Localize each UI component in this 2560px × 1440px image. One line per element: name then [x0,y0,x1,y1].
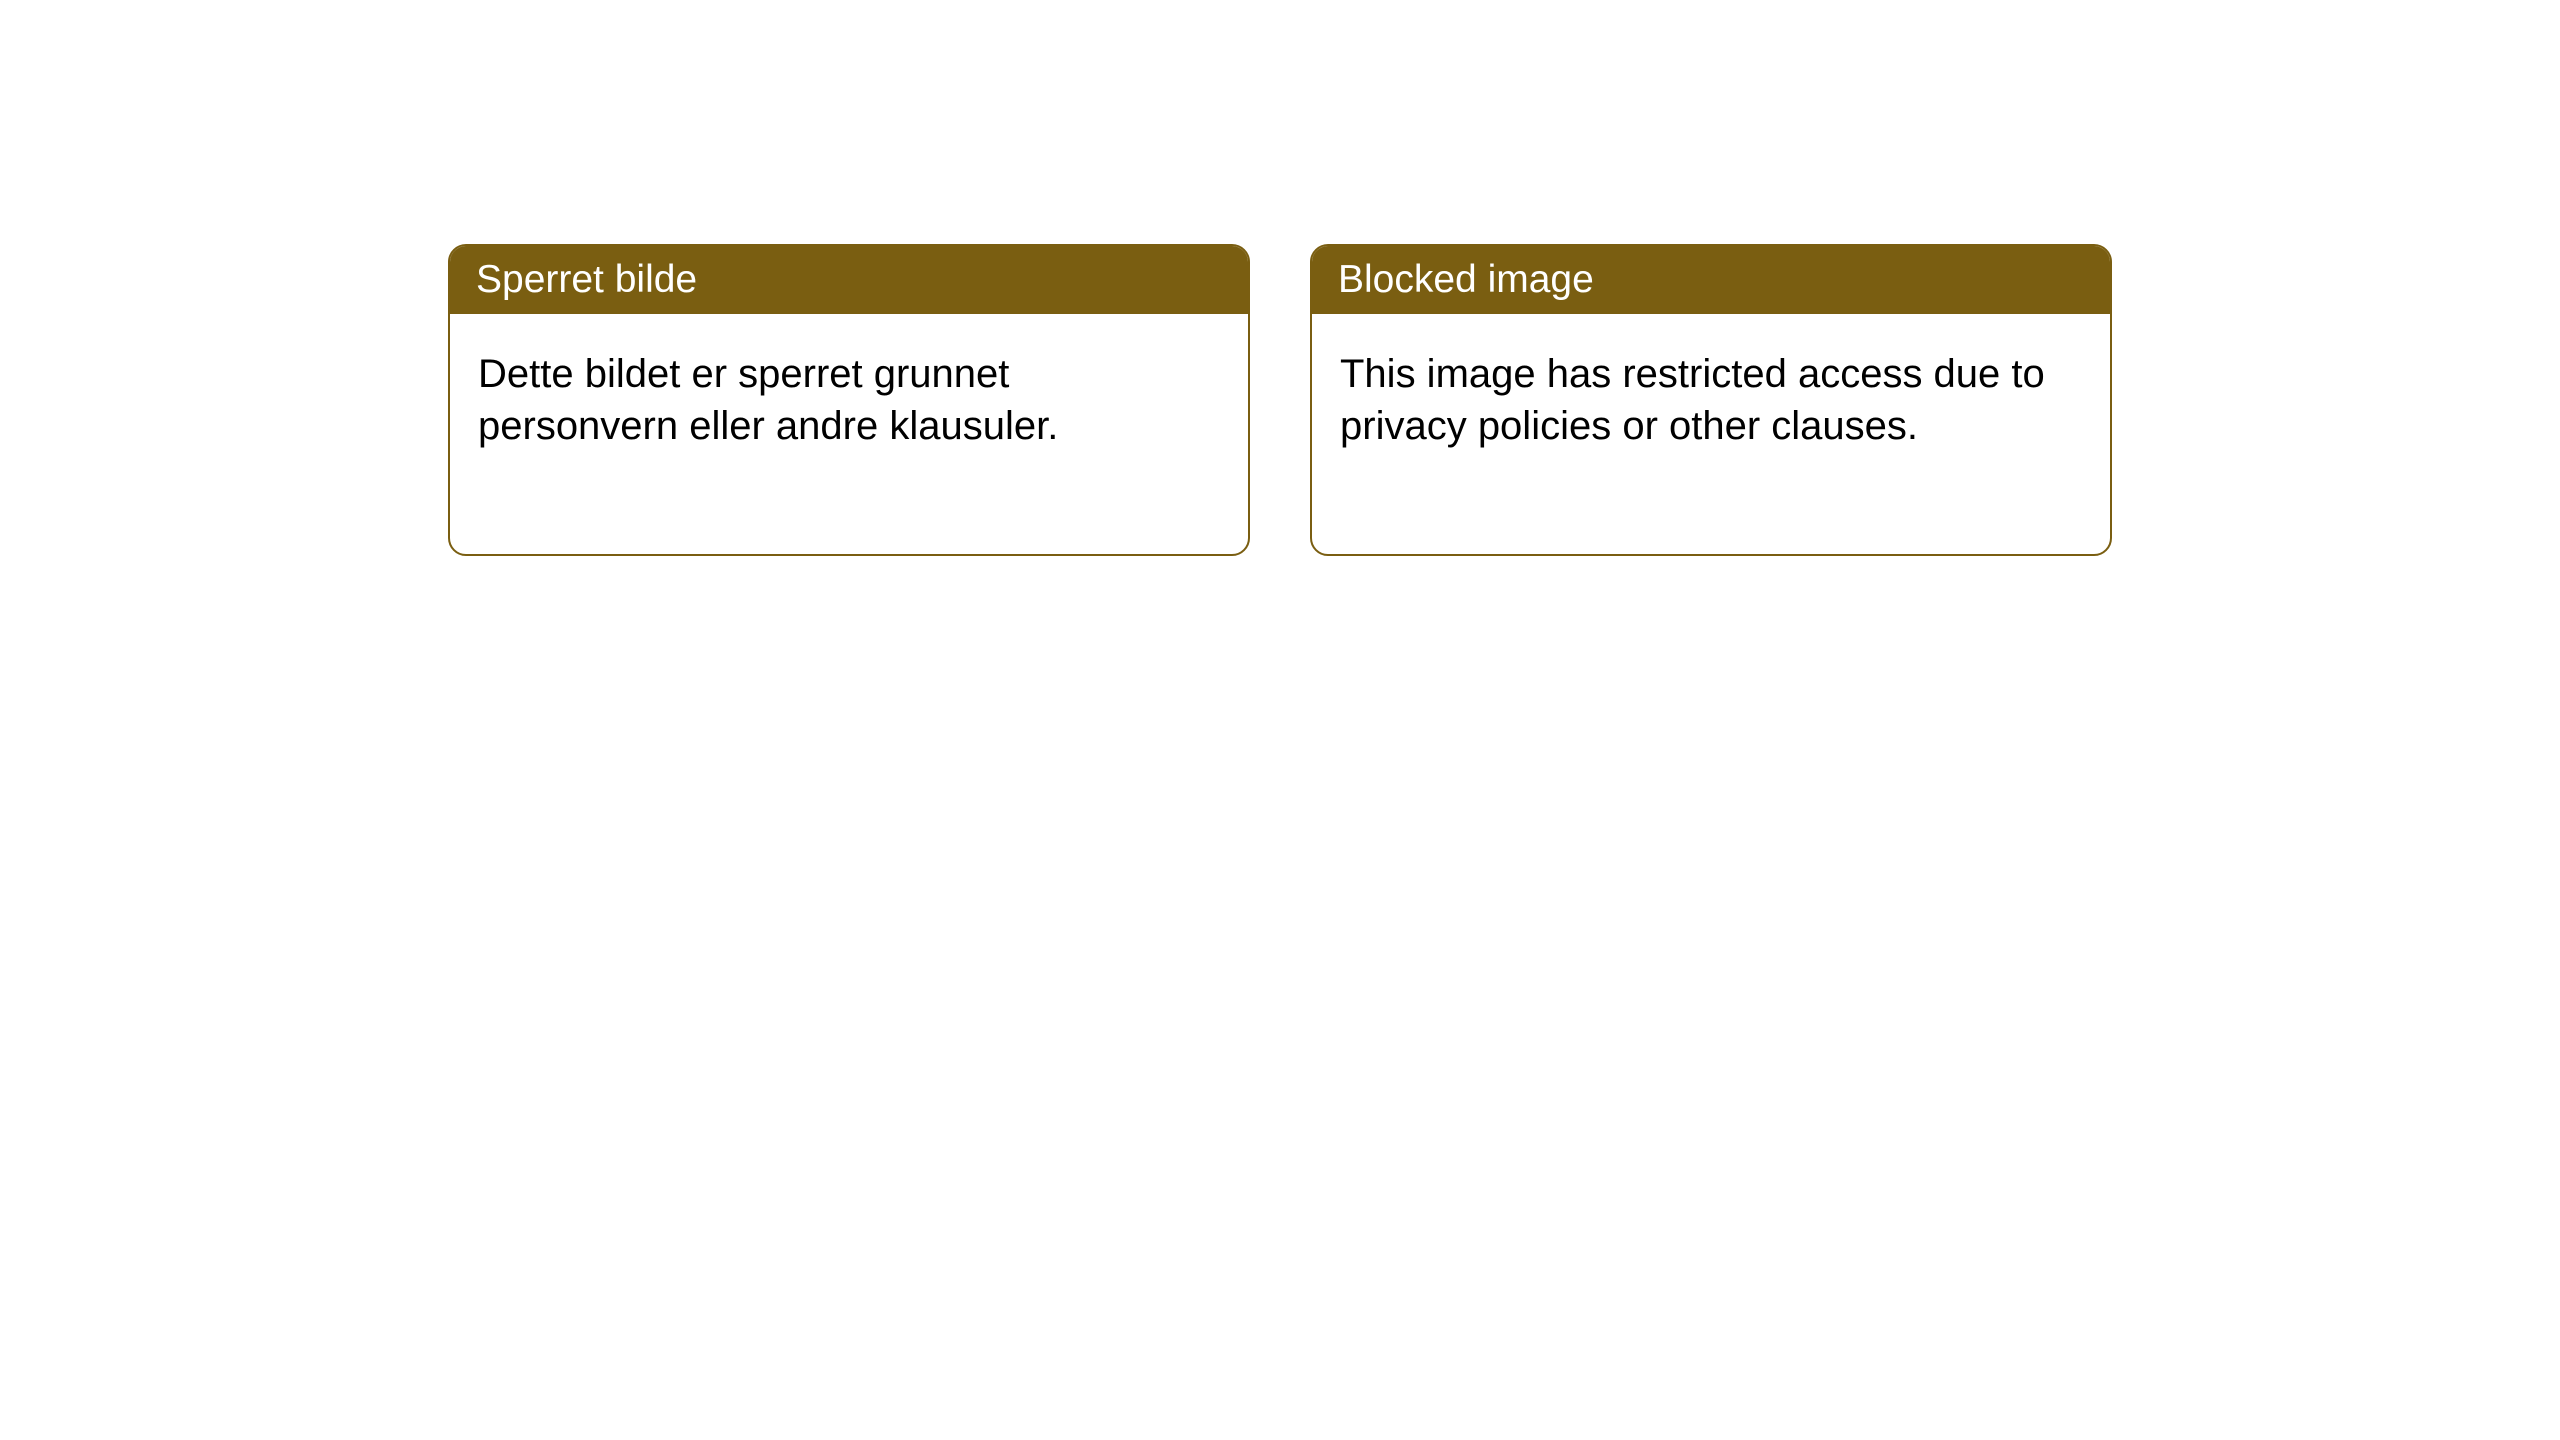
notice-card-norwegian: Sperret bilde Dette bildet er sperret gr… [448,244,1250,556]
card-body-text: Dette bildet er sperret grunnet personve… [478,352,1058,448]
notice-card-english: Blocked image This image has restricted … [1310,244,2112,556]
card-body: This image has restricted access due to … [1312,314,2110,554]
card-header-text: Blocked image [1338,258,1594,301]
card-body-text: This image has restricted access due to … [1340,352,2045,448]
card-header: Sperret bilde [450,246,1248,314]
card-header-text: Sperret bilde [476,258,697,301]
card-header: Blocked image [1312,246,2110,314]
notice-cards-container: Sperret bilde Dette bildet er sperret gr… [448,244,2112,556]
card-body: Dette bildet er sperret grunnet personve… [450,314,1248,554]
